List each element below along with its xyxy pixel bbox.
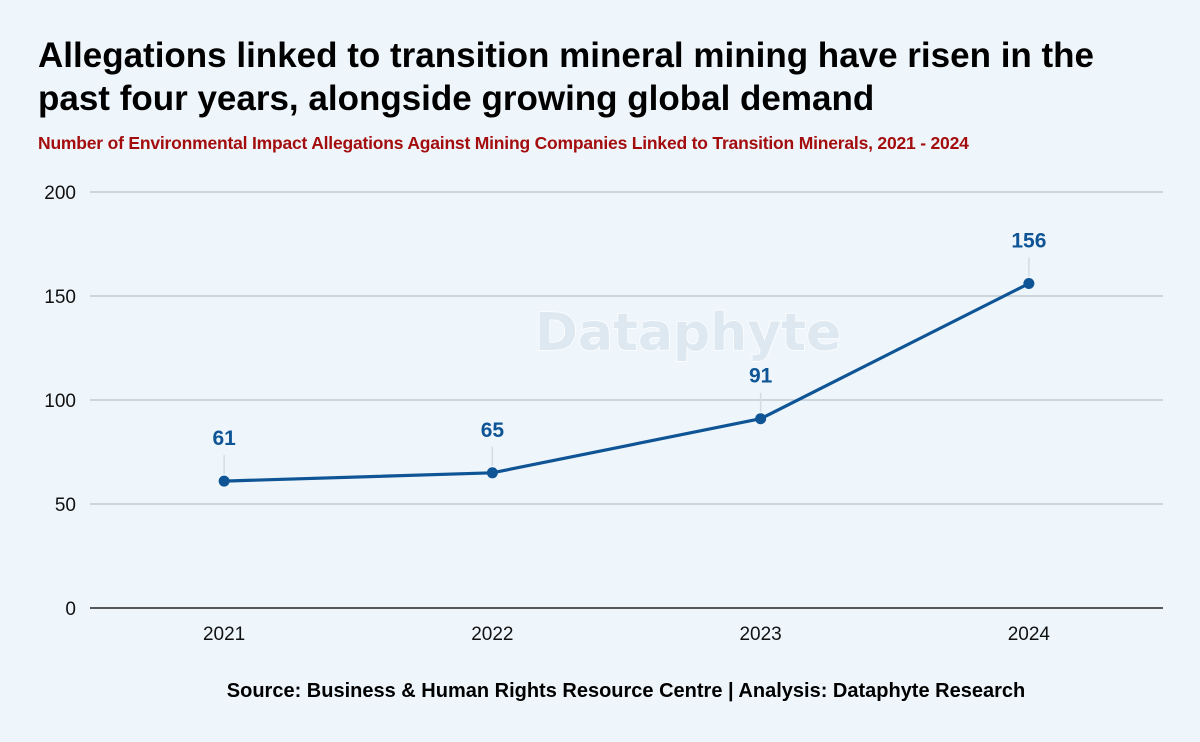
x-tick-label: 2023 [739, 624, 781, 645]
y-tick-label: 100 [44, 391, 76, 412]
y-tick-label: 50 [55, 495, 76, 516]
data-point [486, 467, 498, 479]
data-label: 156 [1011, 230, 1046, 253]
y-tick-label: 0 [65, 599, 76, 620]
data-label: 65 [481, 419, 505, 442]
watermark-text: Dataphyte [535, 303, 841, 363]
chart-subtitle: Number of Environmental Impact Allegatio… [38, 133, 969, 153]
source-note: Source: Business & Human Rights Resource… [226, 680, 1026, 702]
x-tick-label: 2022 [471, 624, 513, 645]
data-labels: 61 65 91 156 [212, 230, 1046, 451]
data-label: 91 [749, 365, 773, 388]
data-point [755, 413, 767, 425]
series-line-group [222, 281, 1031, 483]
data-point [1023, 278, 1035, 290]
y-tick-label: 200 [44, 183, 76, 204]
y-tick-label: 150 [44, 287, 76, 308]
x-tick-label: 2021 [203, 624, 245, 645]
data-points [218, 278, 1035, 487]
data-label: 61 [212, 427, 236, 450]
y-axis-ticks: 0 50 100 150 200 [44, 183, 76, 620]
series-line [222, 281, 1031, 483]
data-point [218, 475, 230, 487]
x-axis-ticks: 2021 2022 2023 2024 [203, 624, 1050, 645]
label-leaders [223, 257, 1030, 475]
gridlines [90, 191, 1163, 609]
chart-title: Allegations linked to transition mineral… [38, 36, 1095, 118]
x-tick-label: 2024 [1008, 624, 1051, 645]
